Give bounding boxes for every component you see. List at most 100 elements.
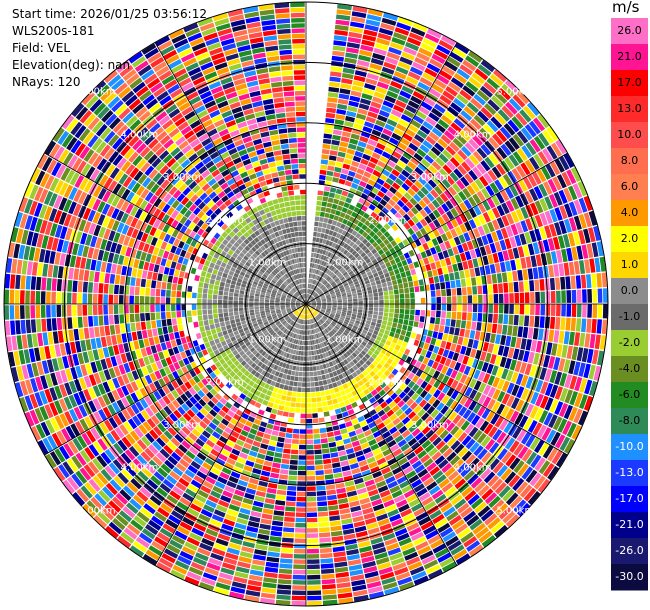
gate-cell — [410, 304, 415, 310]
gate-cell — [509, 359, 517, 371]
gate-cell — [315, 281, 319, 286]
gate-cell — [154, 370, 162, 380]
gate-cell — [510, 223, 519, 236]
gate-cell — [357, 221, 364, 228]
gate-cell — [433, 346, 440, 354]
gate-cell — [432, 513, 445, 525]
gate-cell — [368, 489, 379, 497]
gate-cell — [599, 335, 606, 350]
gate-cell — [445, 175, 455, 186]
gate-cell — [431, 238, 439, 247]
gate-cell — [365, 360, 372, 366]
gate-cell — [399, 225, 407, 233]
gate-cell — [450, 440, 461, 451]
gate-cell — [178, 477, 190, 488]
gate-cell — [348, 270, 354, 276]
gate-cell — [81, 432, 92, 446]
gate-cell — [542, 129, 554, 144]
gate-cell — [571, 346, 579, 361]
gate-cell — [337, 356, 343, 363]
gate-cell — [534, 214, 543, 228]
gate-cell — [284, 329, 289, 335]
gate-cell — [449, 157, 460, 168]
gate-cell — [130, 381, 139, 392]
gate-cell — [368, 304, 374, 308]
gate-cell — [291, 370, 296, 376]
gate-cell — [508, 154, 520, 167]
gate-cell — [381, 466, 391, 475]
gate-cell — [298, 335, 302, 340]
gate-cell — [306, 294, 308, 299]
gate-cell — [403, 319, 409, 326]
gate-cell — [407, 124, 419, 133]
gate-cell — [368, 274, 374, 280]
gate-cell — [336, 258, 342, 264]
gate-cell — [171, 380, 179, 389]
gate-cell — [331, 139, 340, 146]
gate-cell — [344, 329, 350, 335]
gate-cell — [243, 465, 253, 472]
gate-cell — [336, 156, 345, 163]
gate-cell — [307, 283, 310, 289]
gate-cell — [170, 339, 177, 348]
gate-cell — [483, 423, 494, 435]
gate-cell — [378, 342, 385, 348]
ray — [306, 304, 354, 604]
gate-cell — [167, 402, 177, 412]
gate-cell — [534, 457, 546, 472]
gate-cell — [405, 470, 417, 480]
gate-cell — [504, 157, 515, 170]
gate-cell — [316, 305, 322, 307]
gate-cell — [465, 320, 472, 330]
gate-cell — [309, 289, 313, 295]
gate-cell — [266, 556, 280, 563]
gate-cell — [281, 310, 287, 314]
gate-cell — [365, 166, 374, 174]
gate-cell — [123, 421, 133, 433]
gate-cell — [285, 396, 292, 402]
gate-cell — [384, 123, 395, 132]
gate-cell — [559, 387, 569, 402]
gate-cell — [279, 469, 289, 475]
gate-cell — [311, 350, 315, 356]
gate-cell — [547, 465, 559, 481]
gate-cell — [512, 426, 523, 439]
gate-cell — [480, 468, 492, 480]
gate-cell — [329, 187, 337, 193]
gate-cell — [349, 361, 355, 367]
gate-cell — [352, 325, 358, 330]
gate-cell — [356, 314, 362, 319]
gate-cell — [468, 400, 477, 411]
gate-cell — [434, 412, 444, 422]
gate-cell — [166, 382, 175, 392]
gate-cell — [291, 397, 297, 402]
gate-cell — [331, 310, 336, 314]
gate-cell — [350, 378, 357, 385]
gate-cell — [461, 161, 471, 172]
gate-cell — [470, 118, 482, 130]
gate-cell — [525, 376, 534, 389]
gate-cell — [298, 455, 306, 460]
gate-cell — [240, 367, 247, 374]
gate-cell — [324, 274, 329, 280]
gate-cell — [449, 197, 459, 207]
gate-cell — [468, 76, 482, 89]
gate-cell — [360, 384, 367, 391]
gate-cell — [472, 312, 478, 322]
gate-cell — [356, 168, 365, 175]
gate-cell — [596, 273, 602, 288]
gate-cell — [529, 202, 539, 216]
gate-cell — [394, 304, 400, 309]
gate-cell — [319, 259, 323, 265]
ray — [306, 69, 507, 304]
gate-cell — [316, 259, 321, 264]
gate-cell — [342, 297, 347, 300]
gate-cell — [40, 375, 49, 390]
gate-cell — [295, 522, 306, 528]
gate-cell — [378, 76, 391, 85]
gate-cell — [144, 385, 153, 395]
gate-cell — [340, 315, 346, 319]
gate-cell — [422, 120, 434, 131]
gate-cell — [578, 230, 586, 245]
gate-cell — [466, 412, 476, 423]
